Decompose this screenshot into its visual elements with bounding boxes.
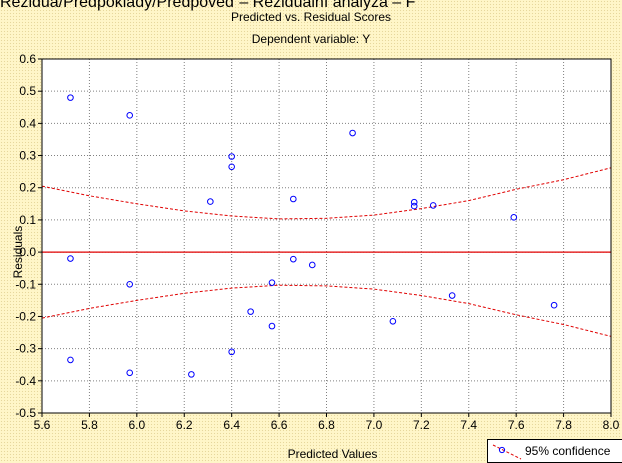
x-tick-label: 6.4: [223, 418, 240, 432]
data-point: [389, 317, 397, 325]
y-axis-label: Residuals: [11, 226, 25, 279]
data-point: [228, 348, 235, 356]
data-point: [550, 301, 558, 309]
legend-label: 95% confidence: [525, 444, 611, 458]
data-point: [268, 279, 276, 286]
y-tick-label: -0.1: [15, 277, 36, 291]
data-point: [188, 371, 195, 378]
data-point: [228, 153, 235, 160]
legend: 95% confidence: [487, 439, 622, 463]
lower-confidence-curve: [41, 284, 612, 337]
x-tick-label: 6.2: [176, 418, 193, 432]
y-tick-label: 0.5: [19, 84, 36, 98]
data-point: [228, 163, 235, 171]
data-point: [448, 292, 456, 299]
x-tick-label: 8.0: [603, 418, 620, 432]
y-tick-label: 0.2: [19, 181, 36, 195]
legend-symbol-icon: [492, 444, 522, 460]
chart-subtitle: Dependent variable: Y: [251, 32, 371, 46]
x-tick-label: 7.0: [366, 418, 383, 432]
x-tick-label: 6.0: [128, 418, 145, 432]
data-point: [126, 280, 134, 288]
data-point: [290, 255, 297, 263]
x-tick-label: 6.6: [271, 418, 288, 432]
y-tick-label: 0.0: [19, 245, 36, 259]
data-point: [126, 369, 134, 377]
confidence-band: [41, 167, 612, 337]
y-tick-label: 0.4: [19, 116, 36, 130]
y-tick-label: -0.3: [15, 342, 36, 356]
y-tick-label: -0.2: [15, 309, 36, 323]
window-caption: Rezidua/Předpoklady/Předpověď – Reziduál…: [0, 0, 416, 11]
data-point: [410, 198, 418, 206]
chart-title: Predicted vs. Residual Scores: [230, 10, 392, 24]
data-point: [290, 195, 297, 203]
x-tick-label: 5.6: [34, 418, 51, 432]
data-point: [247, 308, 254, 315]
data-points: [67, 94, 558, 378]
data-point: [207, 198, 214, 205]
data-point: [510, 214, 518, 221]
x-tick-label: 7.4: [460, 418, 477, 432]
data-point: [268, 322, 276, 330]
y-tick-label: 0.3: [19, 149, 36, 163]
data-point: [349, 129, 356, 137]
x-tick-label: 6.8: [318, 418, 335, 432]
data-point: [126, 112, 134, 119]
data-point: [410, 202, 418, 210]
x-tick-label: 5.8: [81, 418, 98, 432]
y-tick-label: 0.6: [19, 52, 36, 66]
x-axis-label: Predicted Values: [288, 447, 378, 460]
y-tick-label: 0.1: [19, 213, 36, 227]
y-tick-label: -0.5: [15, 406, 36, 420]
data-point: [308, 261, 316, 269]
data-point: [429, 202, 437, 209]
data-point: [67, 94, 74, 101]
axis-ticks: 5.6 5.8 6.0 6.2 6.4 6.6 6.8 7.0 7.2 7.4 7.6 7.8 8.0 -…: [15, 52, 619, 432]
x-tick-label: 7.2: [413, 418, 430, 432]
x-tick-label: 7.6: [508, 418, 525, 432]
upper-confidence-curve: [41, 167, 612, 220]
y-tick-label: -0.4: [15, 374, 36, 388]
grid: [42, 59, 611, 413]
data-point: [67, 356, 74, 364]
x-tick-label: 7.8: [555, 418, 572, 432]
data-point: [67, 255, 74, 262]
